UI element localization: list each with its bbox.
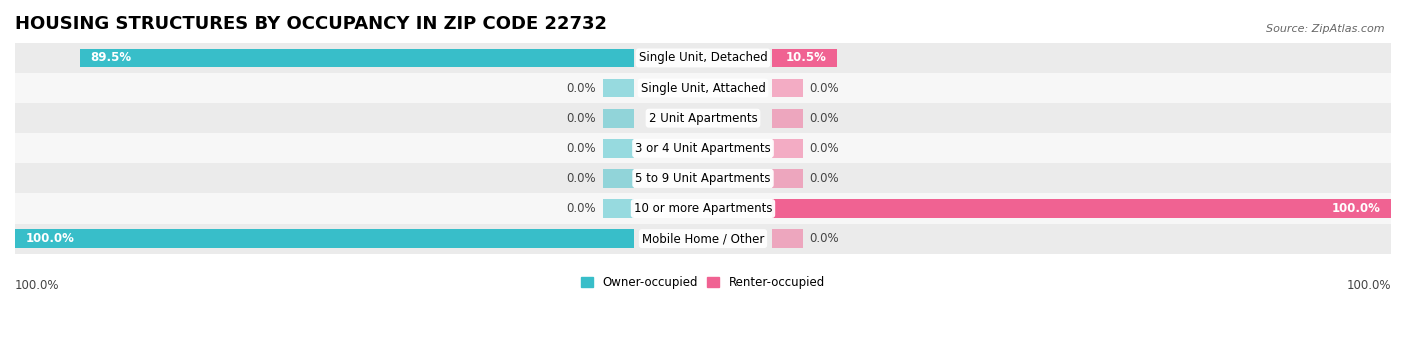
Text: 2 Unit Apartments: 2 Unit Apartments [648, 112, 758, 125]
Text: Mobile Home / Other: Mobile Home / Other [641, 232, 765, 245]
Text: 10.5%: 10.5% [786, 51, 827, 64]
Text: 0.0%: 0.0% [810, 142, 839, 155]
Bar [15, 224, 1391, 254]
Bar [772, 139, 803, 158]
Bar [15, 103, 1391, 133]
Bar [15, 43, 1391, 73]
Bar [80, 49, 634, 67]
Bar [15, 193, 1391, 224]
Bar [603, 109, 634, 128]
Text: 89.5%: 89.5% [90, 51, 132, 64]
Text: 10 or more Apartments: 10 or more Apartments [634, 202, 772, 215]
Legend: Owner-occupied, Renter-occupied: Owner-occupied, Renter-occupied [576, 272, 830, 294]
Bar [603, 199, 634, 218]
Bar [772, 49, 837, 67]
Bar [772, 109, 803, 128]
Bar [772, 169, 803, 188]
Text: 100.0%: 100.0% [25, 232, 75, 245]
Text: 0.0%: 0.0% [810, 232, 839, 245]
Bar [15, 73, 1391, 103]
Text: 0.0%: 0.0% [810, 112, 839, 125]
Bar [15, 133, 1391, 163]
Text: 100.0%: 100.0% [1347, 279, 1391, 292]
Text: 3 or 4 Unit Apartments: 3 or 4 Unit Apartments [636, 142, 770, 155]
Bar [603, 169, 634, 188]
Text: 0.0%: 0.0% [567, 142, 596, 155]
Text: Single Unit, Attached: Single Unit, Attached [641, 81, 765, 94]
Text: 0.0%: 0.0% [810, 172, 839, 185]
Bar [15, 163, 1391, 193]
Bar [15, 229, 634, 248]
Text: 0.0%: 0.0% [567, 202, 596, 215]
Text: 0.0%: 0.0% [567, 81, 596, 94]
Bar [772, 79, 803, 98]
Bar [603, 139, 634, 158]
Text: 0.0%: 0.0% [567, 112, 596, 125]
Text: 0.0%: 0.0% [810, 81, 839, 94]
Text: 5 to 9 Unit Apartments: 5 to 9 Unit Apartments [636, 172, 770, 185]
Text: HOUSING STRUCTURES BY OCCUPANCY IN ZIP CODE 22732: HOUSING STRUCTURES BY OCCUPANCY IN ZIP C… [15, 15, 607, 33]
Bar [772, 229, 803, 248]
Text: 100.0%: 100.0% [15, 279, 59, 292]
Text: Source: ZipAtlas.com: Source: ZipAtlas.com [1267, 24, 1385, 34]
Bar [772, 199, 1391, 218]
Text: 0.0%: 0.0% [567, 172, 596, 185]
Text: Single Unit, Detached: Single Unit, Detached [638, 51, 768, 64]
Bar [603, 79, 634, 98]
Text: 100.0%: 100.0% [1331, 202, 1381, 215]
